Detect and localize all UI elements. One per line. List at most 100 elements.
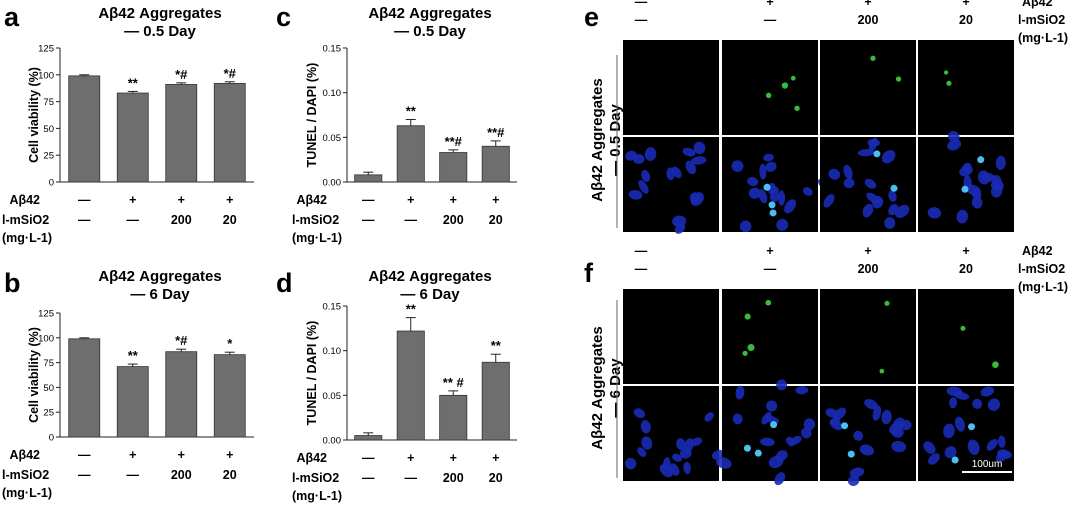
chart-b-cell-viability-6-day: 0 25 50 75 100 125 Cell viability (%) ** *# * xyxy=(27,309,254,444)
condition-table-a: Aβ42 l-mSiO2 (mg·L-1) — — + — +200 +20 xyxy=(2,193,237,245)
condition-abeta-value: + xyxy=(450,451,457,465)
micro-e-nucleus xyxy=(864,178,877,189)
side-label-f: Aβ42 Aggregates — 6 Day xyxy=(589,326,624,449)
condition-table-c: Aβ42 l-mSiO2 (mg·L-1) — — + — +200 +20 xyxy=(292,193,503,245)
chart-b-bar xyxy=(165,351,198,438)
condition-msio2-value: 20 xyxy=(223,213,237,227)
micro-e-tunel-signal xyxy=(895,76,902,82)
micro-e-nucleus xyxy=(981,172,995,182)
micro-e-nucleus xyxy=(995,155,1006,170)
micro-e-tunel-signal xyxy=(870,55,876,61)
micro-f-tunel-signal xyxy=(765,299,772,306)
condition-msio2-value: — xyxy=(405,471,418,485)
micro-e-header-msio2: — xyxy=(635,13,648,27)
micro-f-positive-nucleus xyxy=(968,423,976,431)
chart-a-tick-label: 0 xyxy=(49,178,54,189)
condition-abeta-label: Aβ42 xyxy=(9,193,40,207)
chart-d-tick-label: 0.10 xyxy=(323,346,342,357)
micro-f-nucleus xyxy=(833,407,847,420)
micro-e-header-abeta: — xyxy=(635,0,648,9)
micro-f-tunel-signal xyxy=(742,350,748,356)
chart-c-title-line2: — 0.5 Day xyxy=(394,23,466,40)
micro-e-tunel-signal xyxy=(781,82,789,89)
chart-b-significance: ** xyxy=(128,348,139,363)
panel-letter-c: c xyxy=(276,2,291,32)
micro-e-nucleus xyxy=(759,163,767,180)
micro-f-nucleus xyxy=(825,408,838,418)
condition-abeta-value: + xyxy=(226,193,233,207)
micro-f-nucleus xyxy=(760,437,775,447)
condition-msio2-value: — xyxy=(127,213,140,227)
panel-letter-d: d xyxy=(276,268,293,298)
micro-e-nucleus xyxy=(843,178,855,189)
chart-a-tick-label: 50 xyxy=(43,124,54,135)
micro-f-nucleus xyxy=(640,420,651,434)
micro-f-nucleus xyxy=(881,409,892,425)
chart-b-tick-label: 0 xyxy=(49,433,54,444)
micro-e-nucleus xyxy=(971,196,983,209)
micro-f-nucleus xyxy=(967,439,980,455)
chart-b-tick-label: 75 xyxy=(43,358,54,369)
micro-e-tunel-signal xyxy=(943,70,949,75)
chart-c-tick-label: 0.05 xyxy=(323,133,342,144)
micro-e-nucleus xyxy=(682,147,696,157)
micro-e-tunel-signal xyxy=(946,80,952,86)
condition-abeta-value: + xyxy=(226,448,233,462)
condition-abeta-value: + xyxy=(407,193,414,207)
chart-a-title-line2: — 0.5 Day xyxy=(124,23,196,40)
micro-f-nucleus xyxy=(672,453,683,462)
micro-e-nucleus xyxy=(991,185,1003,198)
micro-e-tunel-signal xyxy=(765,92,772,99)
micro-e-nucleus xyxy=(674,223,686,234)
micro-f-nucleus xyxy=(987,398,1001,411)
micro-f-positive-nucleus xyxy=(770,421,778,429)
microscopy-panel-e: — — + — +200 +20 Aβ42 l-mSiO2 (mg·L-1) xyxy=(623,0,1068,234)
condition-msio2-value: 200 xyxy=(443,213,464,227)
micro-f-nucleus xyxy=(776,379,788,391)
condition-msio2-value: — xyxy=(127,468,140,482)
micro-e-nucleus xyxy=(872,195,884,209)
micro-e-nucleus xyxy=(962,162,972,173)
micro-f-nucleus xyxy=(972,398,983,409)
condition-abeta-value: — xyxy=(362,451,375,465)
chart-b-tick-label: 25 xyxy=(43,408,54,419)
micro-f-header-abeta: — xyxy=(635,244,648,258)
chart-a-significance: *# xyxy=(175,67,188,82)
micro-f-nucleus xyxy=(986,439,998,451)
micro-e-nucleus xyxy=(828,168,841,180)
micro-f-header-abeta: + xyxy=(962,244,969,258)
chart-a-y-label: Cell viability (%) xyxy=(27,67,41,163)
micro-f-nucleus xyxy=(633,408,646,419)
chart-c-bar xyxy=(439,152,468,183)
micro-f-nucleus xyxy=(893,417,905,429)
micro-e-nucleus xyxy=(802,187,813,196)
micro-f-tunel-signal xyxy=(960,325,966,331)
chart-d-tunel-6-day: 0.00 0.05 0.10 0.15 TUNEL / DAPI (%) ** ** # ** xyxy=(305,302,517,447)
micro-f-header-msio2: — xyxy=(764,262,777,276)
micro-f-nucleus xyxy=(864,399,878,410)
condition-msio2-label: l-mSiO2 xyxy=(292,471,339,485)
micro-f-header-abeta: + xyxy=(864,244,871,258)
micro-e-nucleus xyxy=(888,203,899,216)
micro-f-nucleus xyxy=(679,448,692,459)
micro-f-nucleus xyxy=(853,430,864,441)
chart-b-title-line2: — 6 Day xyxy=(130,286,190,303)
micro-f-image-tile xyxy=(623,289,719,384)
chart-c-tunel-0-5-day: 0.00 0.05 0.10 0.15 TUNEL / DAPI (%) ** **# **# xyxy=(305,44,517,189)
chart-b-bar xyxy=(213,354,246,438)
micro-e-nucleus xyxy=(763,153,774,162)
micro-e-tunel-signal xyxy=(790,75,796,81)
side-label-e: Aβ42 Aggregates — 0.5 Day xyxy=(589,78,624,201)
micro-e-positive-nucleus xyxy=(763,183,771,191)
panel-letter-b: b xyxy=(4,268,21,298)
panel-letter-a: a xyxy=(4,2,20,32)
micro-e-header-msio2: 20 xyxy=(959,13,973,27)
micro-e-nucleus xyxy=(625,150,637,161)
chart-a-significance: ** xyxy=(128,75,139,90)
chart-c-bar xyxy=(354,174,383,183)
micro-f-positive-nucleus xyxy=(841,422,849,430)
condition-unit-label: (mg·L-1) xyxy=(292,489,342,503)
micro-e-nucleus xyxy=(843,164,853,180)
micro-e-positive-nucleus xyxy=(769,209,777,217)
panel-letter-e: e xyxy=(584,2,599,32)
